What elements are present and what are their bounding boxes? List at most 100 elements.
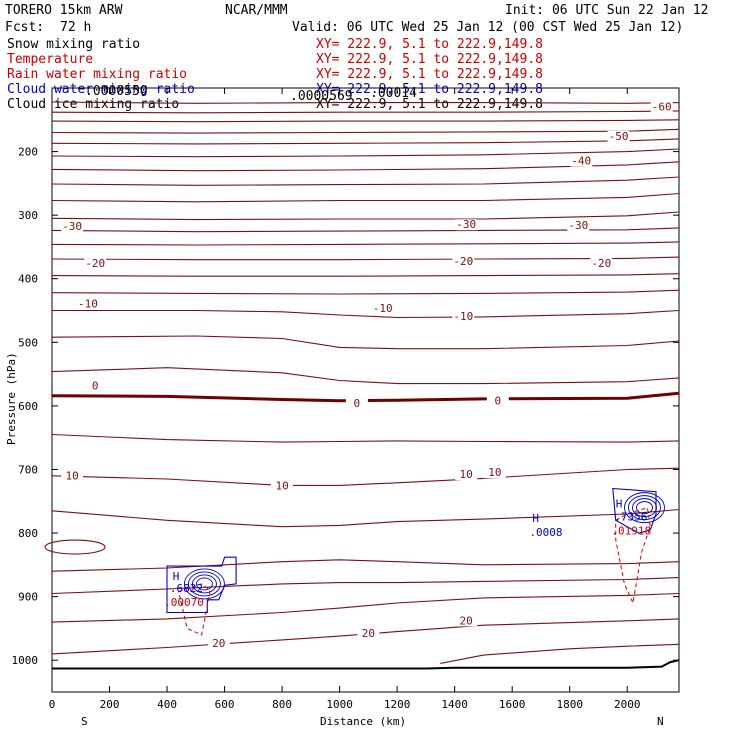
x-tick-label: 800: [272, 698, 292, 711]
temperature-contour: [51, 119, 680, 123]
temperature-contour: [51, 433, 680, 443]
x-tick-label: 1600: [499, 698, 526, 711]
cloud-water-contour: [636, 501, 653, 515]
contour-label: -40: [571, 155, 591, 168]
contour-label: -10: [453, 310, 473, 323]
y-tick-label: 500: [18, 336, 38, 349]
north-label: N: [657, 715, 664, 728]
terrain-line: [52, 659, 680, 670]
rain-water-contour: [178, 583, 211, 636]
contour-label-bg: [61, 221, 84, 233]
contour-label-bg: [452, 310, 475, 322]
contour-label: -30: [456, 218, 476, 231]
temperature-contour: [51, 391, 680, 403]
contour-label-bg: [61, 470, 84, 482]
temperature-contour: [44, 539, 106, 555]
temperature-contour: [51, 227, 680, 233]
contour-label: 20: [362, 627, 375, 640]
y-axis-label: Pressure (hPa): [5, 352, 18, 445]
temperature-contour: [51, 289, 680, 295]
contour-label: -30: [62, 220, 82, 233]
contour-label-bg: [455, 469, 478, 481]
x-tick-label: 2000: [614, 698, 641, 711]
contour-label-bg: [207, 638, 230, 650]
contour-label-bg: [345, 397, 368, 409]
axes: 0 200 400 600 800 1000 1200 1400 1600 1800 2000200…: [12, 88, 679, 711]
plot-frame: [51, 87, 680, 693]
legend-coords: XY= 222.9, 5.1 to 222.9,149.8: [316, 52, 543, 67]
legend-label: Snow mixing ratio: [7, 37, 140, 52]
y-tick-label: 1000: [12, 654, 39, 667]
temperature-contour: [51, 138, 680, 145]
x-tick-label: 1000: [326, 698, 353, 711]
temperature-contour: [51, 128, 680, 134]
contour-label: -10: [78, 298, 98, 311]
temperature-contour: [51, 110, 680, 114]
cloud-water-contour: [195, 577, 213, 591]
contour-label: 0: [494, 394, 501, 407]
temperature-contour: [51, 148, 680, 158]
field-extremum-label: H: [173, 570, 180, 583]
y-tick-label: 700: [18, 463, 38, 476]
temperature-contour: [51, 335, 680, 350]
temperature-contour: [51, 211, 680, 221]
contour-label-bg: [76, 298, 99, 310]
overlap-label: .00014: [370, 86, 417, 101]
field-extremum-label: .7356: [614, 510, 647, 523]
temperature-contours: [44, 101, 680, 670]
legend-coords: XY= 222.9, 5.1 to 222.9,149.8: [316, 82, 543, 97]
contour-label-bg: [271, 480, 294, 492]
y-tick-label: 800: [18, 527, 38, 540]
cloud-water-contour: [632, 498, 657, 518]
model-title: TORERO 15km ARW: [5, 3, 123, 18]
contour-label-bg: [452, 256, 475, 268]
temperature-contour: [51, 161, 680, 172]
temperature-contour: [51, 367, 680, 385]
temperature-contour: [51, 577, 680, 595]
x-tick-label: 0: [49, 698, 56, 711]
contour-label-bg: [650, 101, 673, 113]
temperature-contour: [51, 592, 680, 623]
temperature-contour: [51, 256, 680, 261]
cloud-water-contour: [191, 574, 217, 594]
contour-label-bg: [84, 380, 107, 392]
legend-label: Cloud water mixing ratio: [7, 82, 195, 97]
contour-label: -50: [609, 130, 629, 143]
temperature-contour: [440, 643, 680, 664]
temperature-contour: [51, 176, 680, 186]
x-tick-label: 200: [100, 698, 120, 711]
contour-label: -20: [85, 257, 105, 270]
legend-label: Cloud ice mixing ratio: [7, 97, 179, 112]
field-extremum-label: .00070: [164, 596, 204, 609]
field-extremum-label: .01918: [611, 524, 651, 537]
y-tick-label: 400: [18, 273, 38, 286]
contour-label-bg: [486, 395, 509, 407]
cloud-water-contour: [187, 571, 221, 597]
contour-label: 0: [354, 397, 361, 410]
cloud-water-contour: [624, 492, 665, 524]
contour-label: -30: [568, 219, 588, 232]
forecast-label: Fcst:: [5, 20, 44, 35]
field-extremum-label: .6822: [170, 582, 203, 595]
south-label: S: [81, 715, 88, 728]
temperature-contour: [51, 559, 680, 572]
y-tick-label: 900: [18, 591, 38, 604]
temperature-contour: [51, 241, 680, 246]
contour-label-bg: [84, 258, 107, 270]
x-tick-label: 600: [215, 698, 235, 711]
y-tick-label: 300: [18, 209, 38, 222]
x-tick-label: 1800: [556, 698, 583, 711]
temperature-contour: [51, 467, 680, 486]
overlap-label: .0000569: [290, 89, 353, 104]
temperature-contour: [52, 309, 680, 319]
y-tick-label: 200: [18, 146, 38, 159]
legend-coords: XY= 222.9, 5.1 to 222.9,149.8: [316, 97, 543, 112]
contour-label: -20: [591, 257, 611, 270]
contour-label-bg: [371, 303, 394, 315]
field-extremum-label: H: [532, 512, 539, 525]
contour-label-bg: [357, 628, 380, 640]
x-tick-label: 400: [157, 698, 177, 711]
contour-label-bg: [455, 615, 478, 627]
legend-label: Rain water mixing ratio: [7, 67, 187, 82]
